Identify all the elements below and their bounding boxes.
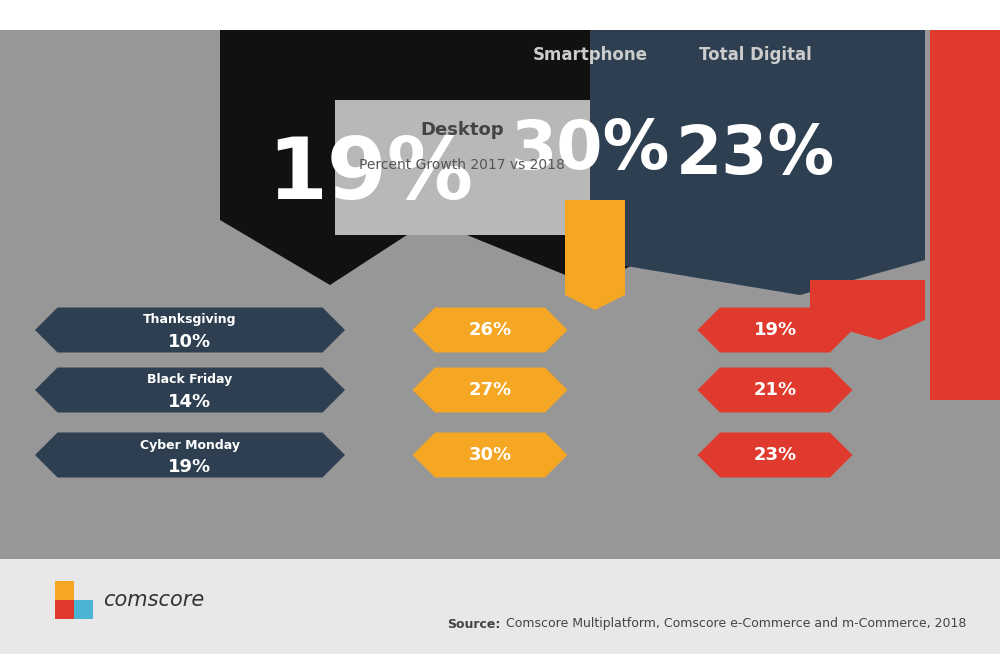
Text: 27%: 27% xyxy=(468,381,512,399)
Text: 30%: 30% xyxy=(510,117,670,183)
Polygon shape xyxy=(413,368,568,413)
Polygon shape xyxy=(810,280,925,340)
Text: 30%: 30% xyxy=(468,446,512,464)
Text: Total Digital: Total Digital xyxy=(699,46,811,64)
Polygon shape xyxy=(590,30,925,295)
Text: 21%: 21% xyxy=(753,381,797,399)
Polygon shape xyxy=(413,307,568,353)
Text: Percent Growth 2017 vs 2018: Percent Growth 2017 vs 2018 xyxy=(359,158,565,172)
Text: 10%: 10% xyxy=(168,333,212,351)
Text: Black Friday: Black Friday xyxy=(147,373,233,387)
Text: 23%: 23% xyxy=(753,446,797,464)
Text: Thanksgiving: Thanksgiving xyxy=(143,313,237,326)
Polygon shape xyxy=(220,30,730,285)
Polygon shape xyxy=(565,200,625,310)
Polygon shape xyxy=(35,307,345,353)
Polygon shape xyxy=(698,432,852,477)
Bar xyxy=(74,600,93,619)
Polygon shape xyxy=(698,307,852,353)
Bar xyxy=(0,0,1000,30)
Text: Cyber Monday: Cyber Monday xyxy=(140,438,240,451)
Text: 19%: 19% xyxy=(753,321,797,339)
Polygon shape xyxy=(35,368,345,413)
Polygon shape xyxy=(413,432,568,477)
Text: 23%: 23% xyxy=(675,122,835,188)
Text: 26%: 26% xyxy=(468,321,512,339)
Text: Comscore Multiplatform, Comscore e-Commerce and m-Commerce, 2018: Comscore Multiplatform, Comscore e-Comme… xyxy=(502,617,966,630)
Text: comscore: comscore xyxy=(103,590,204,610)
Bar xyxy=(55,600,74,619)
Text: Source:: Source: xyxy=(447,617,500,630)
Text: 14%: 14% xyxy=(168,393,212,411)
Polygon shape xyxy=(698,368,852,413)
Polygon shape xyxy=(35,432,345,477)
Text: 19%: 19% xyxy=(267,133,473,216)
Bar xyxy=(55,581,74,600)
Text: Smartphone: Smartphone xyxy=(532,46,648,64)
Bar xyxy=(930,30,1000,400)
Polygon shape xyxy=(335,100,590,235)
Text: Desktop: Desktop xyxy=(420,121,504,139)
Text: 19%: 19% xyxy=(168,458,212,476)
Bar xyxy=(0,559,1000,654)
Bar xyxy=(0,30,1000,559)
